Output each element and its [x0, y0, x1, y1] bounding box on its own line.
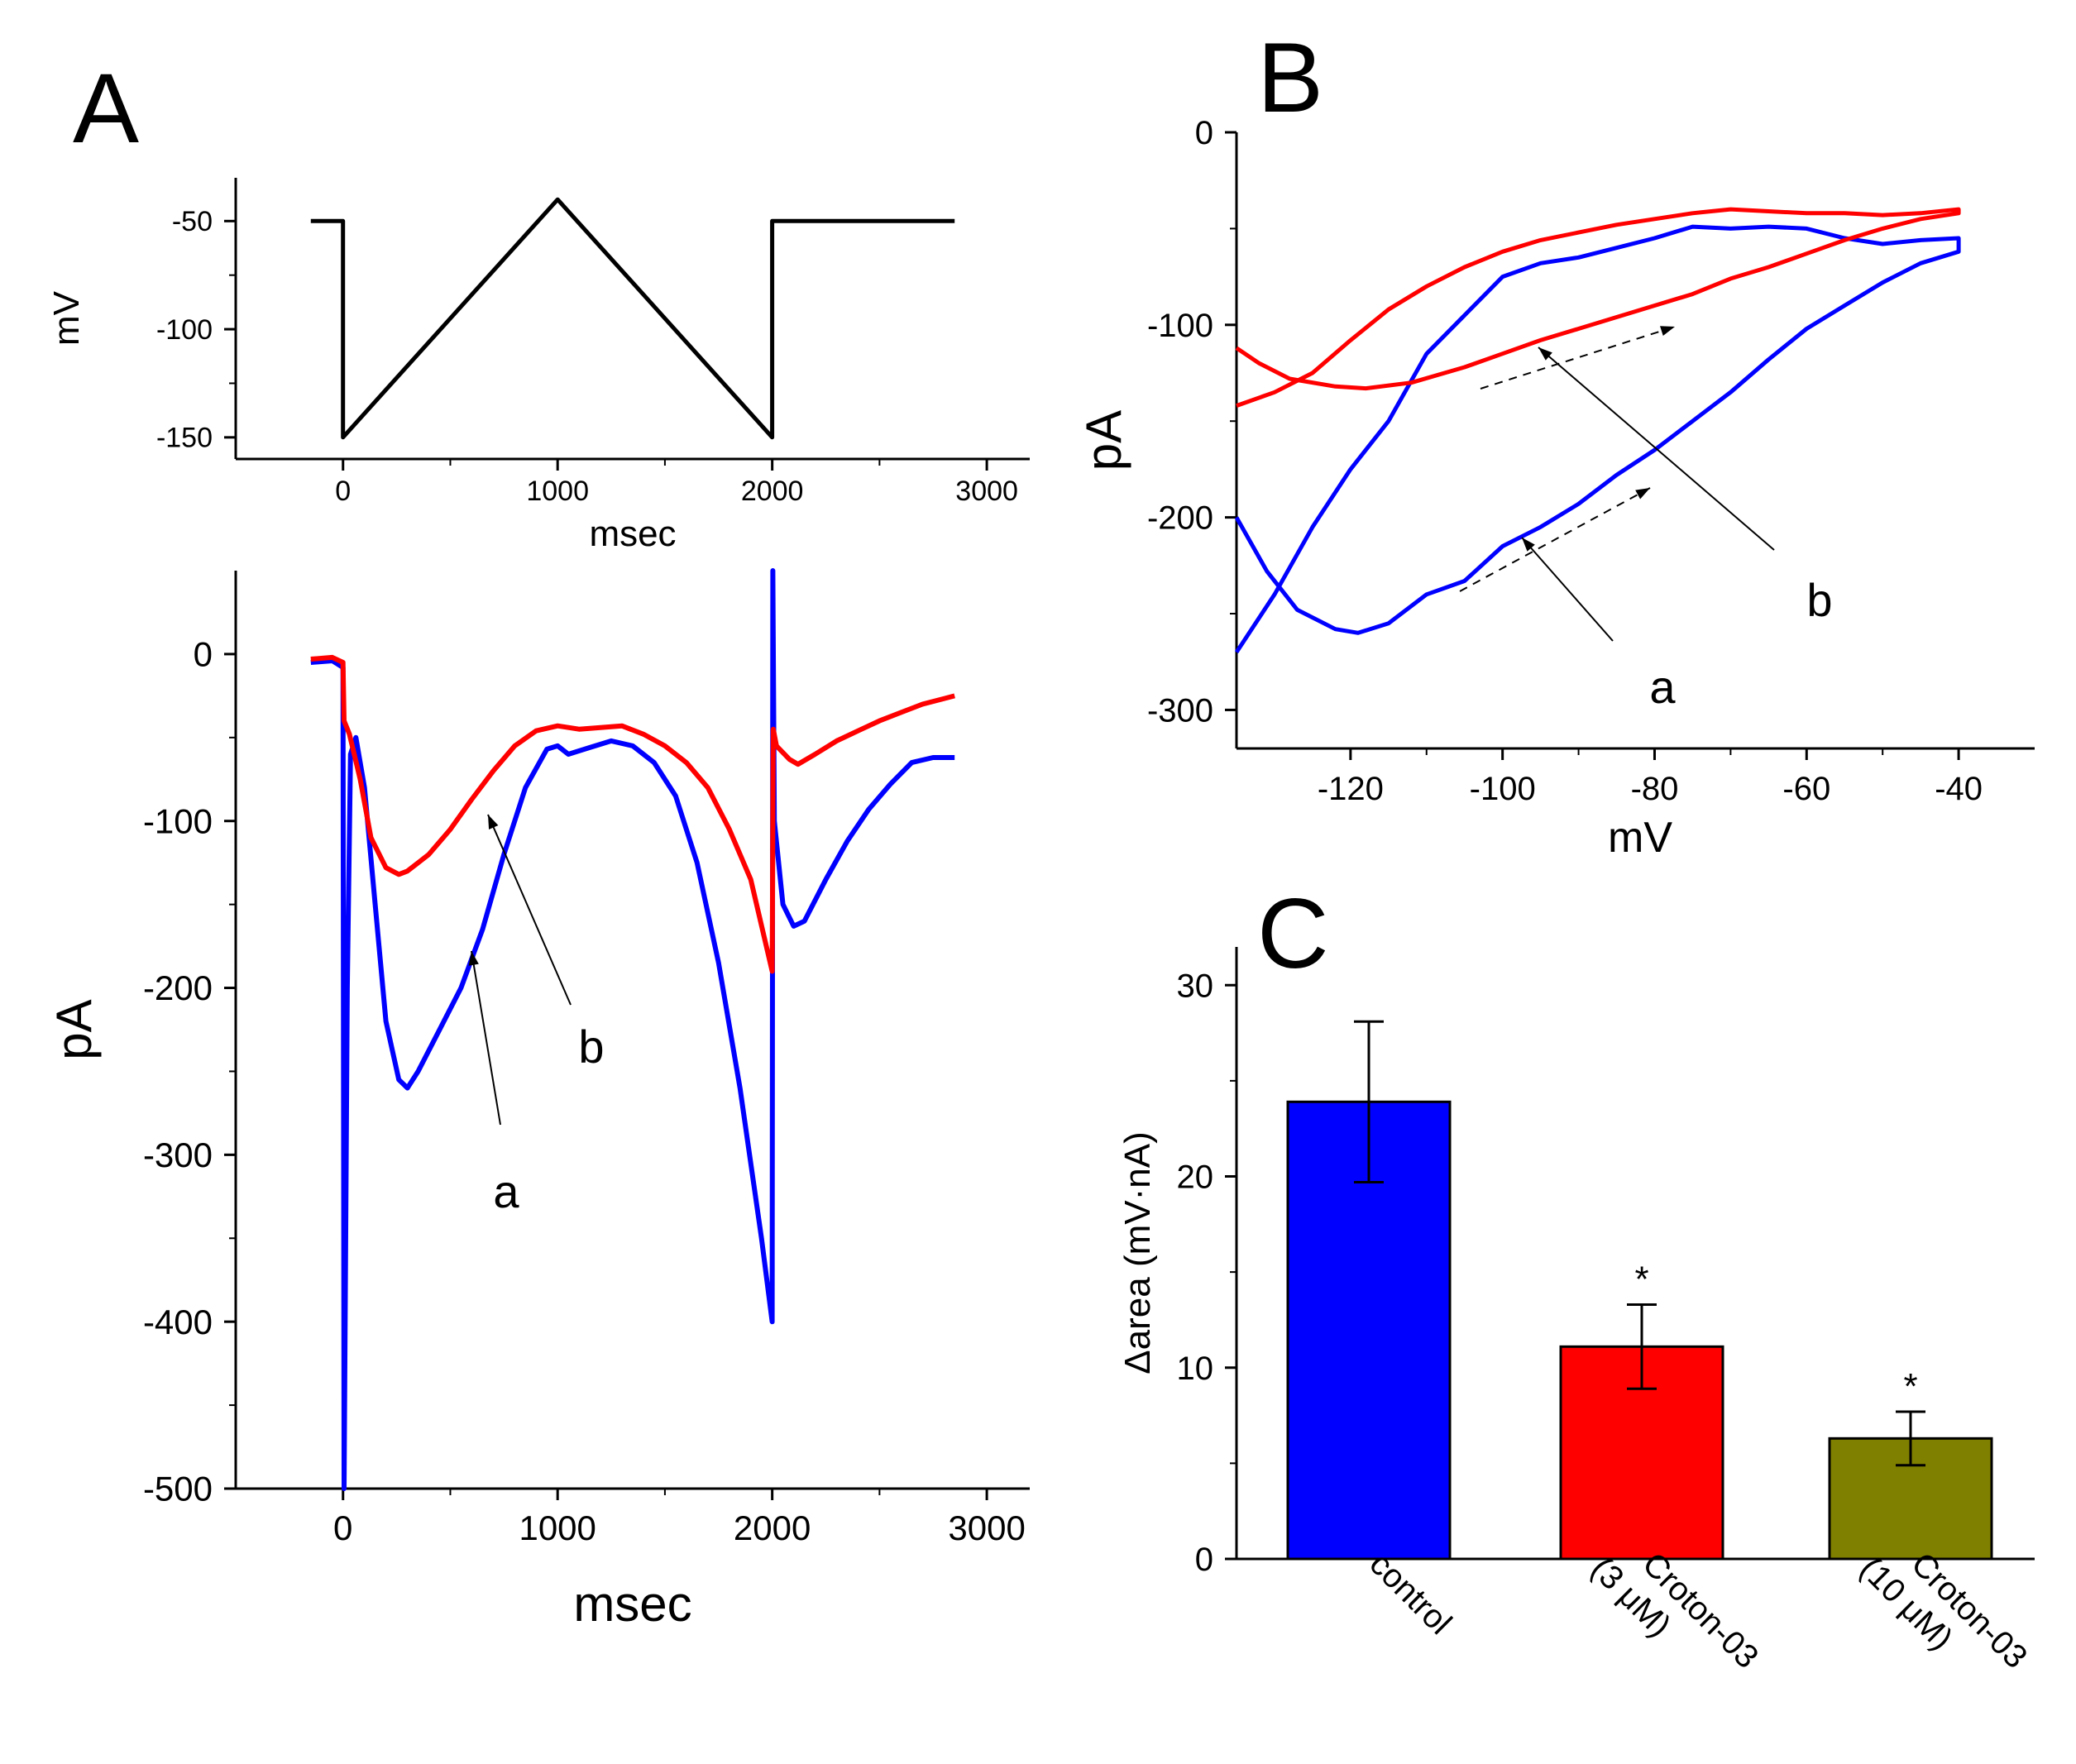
series-label-a: a	[1649, 661, 1676, 713]
label-b-arrow	[487, 814, 572, 1006]
x-axis-title: mV	[1608, 814, 1672, 862]
current-trace-a	[310, 568, 955, 1491]
y-tick-label: 0	[194, 635, 213, 674]
significance-marker: *	[1634, 1259, 1648, 1299]
y-tick-label: -400	[143, 1303, 213, 1341]
label-b-arrow	[1538, 347, 1775, 551]
x-tick-label: -120	[1318, 771, 1384, 807]
panel-label-b: B	[1257, 22, 1323, 133]
y-tick-label: 0	[1195, 1542, 1213, 1578]
chart-protocol: 0 1000 2000 3000 -50 -100 -150 mV msec	[46, 178, 1030, 554]
series-label-b: b	[578, 1021, 604, 1073]
x-tick-label: -40	[1935, 771, 1983, 807]
y-tick-label: -200	[143, 968, 213, 1007]
y-tick-label: -500	[143, 1470, 213, 1508]
y-tick-label: -300	[143, 1135, 213, 1174]
direction-arrow	[1459, 487, 1651, 592]
y-tick-label: -100	[143, 801, 213, 840]
label-a-arrow-head	[468, 951, 479, 966]
x-tick-label: 3000	[948, 1508, 1025, 1547]
chart-iv-relationship: -120 -100 -80 -60 -40 0 -100 -200 -300 pA mV a b	[1076, 115, 2035, 862]
panel-label-a: A	[73, 53, 139, 164]
direction-arrow-head	[1635, 488, 1650, 500]
x-tick-label: 1000	[519, 1508, 596, 1547]
x-tick-label: 0	[335, 476, 351, 507]
y-tick-label: 20	[1177, 1159, 1214, 1196]
label-a-arrow	[1521, 537, 1614, 642]
y-tick-label: -150	[156, 423, 213, 454]
iv-loop-b	[1235, 207, 1961, 408]
iv-loop-a	[1234, 224, 1961, 653]
y-tick-label: -100	[1147, 308, 1213, 344]
direction-arrow	[1480, 326, 1676, 390]
series-label-b: b	[1806, 574, 1832, 626]
x-axis-title: msec	[589, 514, 676, 554]
label-b-arrow-head	[1538, 347, 1552, 361]
panel-label-c: C	[1257, 878, 1329, 989]
series-label-a: a	[493, 1165, 519, 1217]
x-tick-label: 3000	[955, 476, 1018, 507]
y-axis-title: mV	[46, 290, 87, 346]
y-tick-label: 10	[1177, 1350, 1214, 1387]
x-tick-label: -100	[1470, 771, 1536, 807]
direction-arrow-head	[1660, 326, 1675, 337]
y-tick-label: 0	[1195, 115, 1213, 151]
x-tick-label: 2000	[734, 1508, 811, 1547]
y-tick-label: -300	[1147, 692, 1213, 729]
significance-marker: *	[1903, 1366, 1917, 1407]
y-tick-label: -200	[1147, 500, 1213, 537]
x-tick-label: -60	[1782, 771, 1830, 807]
y-axis-title: pA	[1076, 410, 1131, 471]
x-tick-label: 2000	[741, 476, 804, 507]
x-tick-label: -80	[1631, 771, 1679, 807]
x-axis-title: msec	[573, 1576, 691, 1632]
chart-current-trace: 0 1000 2000 3000 0 -100 -200 -300 -400 -500 pA msec…	[46, 568, 1030, 1632]
label-a-arrow	[471, 950, 501, 1126]
label-a-arrow-head	[1522, 538, 1535, 552]
y-axis-title: pA	[46, 999, 102, 1059]
y-tick-label: 30	[1177, 968, 1214, 1004]
y-axis-title: Δarea (mV·nA)	[1117, 1131, 1158, 1374]
y-tick-label: -100	[156, 314, 213, 346]
x-tick-label: 1000	[526, 476, 589, 507]
x-tick-label: 0	[333, 1508, 352, 1547]
protocol-line	[310, 197, 955, 440]
current-trace-b	[310, 654, 955, 974]
label-b-arrow-head	[488, 815, 499, 829]
y-tick-label: -50	[172, 206, 213, 237]
